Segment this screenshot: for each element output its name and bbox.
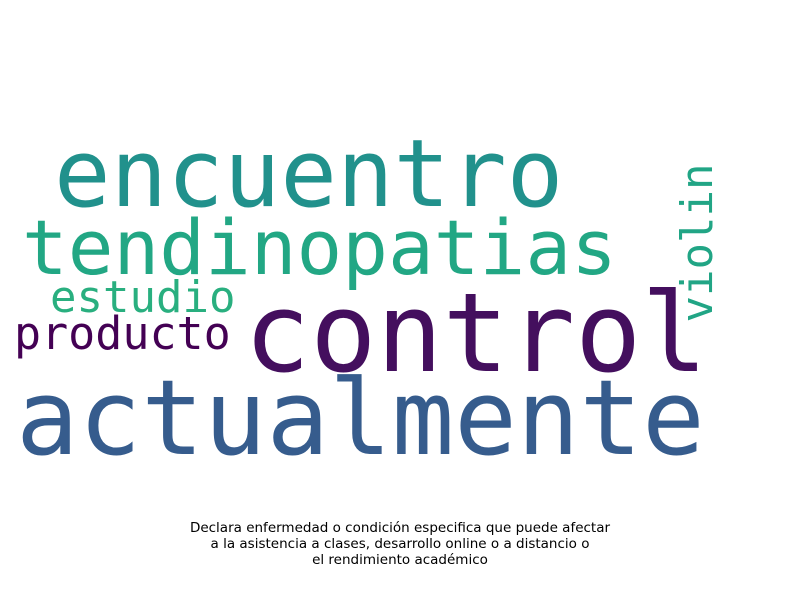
word-control: control xyxy=(244,269,708,397)
word-tendinopatias: tendinopatias xyxy=(22,203,617,292)
word-producto: producto xyxy=(14,307,231,360)
caption-line: Declara enfermedad o condición especific… xyxy=(189,520,611,536)
caption-line: a la asistencia a clases, desarrollo onl… xyxy=(210,536,590,553)
word-actualmente: actualmente xyxy=(16,357,705,479)
figure-caption: Declara enfermedad o condición especific… xyxy=(150,520,650,569)
word-estudio: estudio xyxy=(50,272,236,323)
caption-line: el rendimiento académico xyxy=(312,552,488,569)
word-encuentro: encuentro xyxy=(54,120,564,229)
word-violin: violin xyxy=(672,163,723,323)
word-cloud: encuentro tendinopatias estudio producto… xyxy=(14,120,723,479)
